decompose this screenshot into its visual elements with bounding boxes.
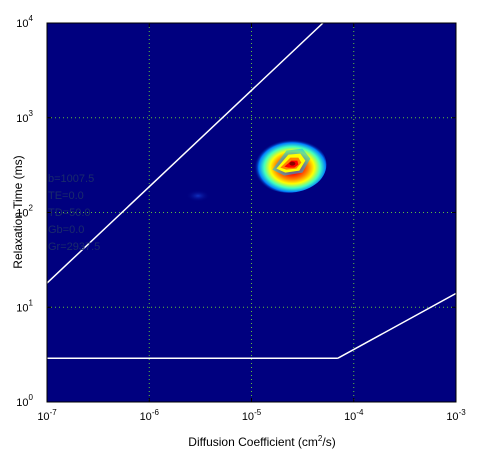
- y-tick-label: 102: [16, 204, 33, 220]
- heatmap-peak: [250, 136, 327, 193]
- x-tick-label: 10-3: [446, 408, 466, 423]
- peaks: [186, 136, 327, 202]
- x-axis-title: Diffusion Coefficient (cm2/s): [188, 434, 335, 449]
- annotation-text: Gr=2937.5: [48, 241, 100, 253]
- diagonal-line: [47, 23, 324, 284]
- x-tick-label: 10-7: [37, 408, 57, 423]
- x-tick-label: 10-4: [344, 408, 364, 423]
- peak-core: [289, 161, 296, 166]
- y-tick-label: 103: [16, 109, 33, 125]
- y-tick-label: 100: [16, 393, 33, 409]
- y-tick-label: 104: [16, 14, 33, 30]
- x-tick-label: 10-6: [140, 408, 160, 423]
- annotation-text: Gb=0.0: [48, 224, 84, 236]
- ticks: 10-7 10-6 10-5 10-4 10-3 100 101 102 103 104: [16, 14, 466, 423]
- annotation-text: TE=0.0: [48, 190, 84, 202]
- rising-line: [337, 292, 456, 359]
- y-axis-title: Relaxation Time (ms): [11, 155, 25, 268]
- heatmap-faint-peak: [186, 189, 211, 202]
- lines: [47, 23, 456, 359]
- y-tick-label: 101: [16, 298, 33, 314]
- grid: [47, 23, 456, 402]
- annotation-text: TD=50.0: [48, 207, 91, 219]
- annotations: b=1007.5 TE=0.0 TD=50.0 Gb=0.0 Gr=2937.5: [48, 173, 100, 253]
- x-tick-label: 10-5: [242, 408, 262, 423]
- annotation-text: b=1007.5: [48, 173, 94, 185]
